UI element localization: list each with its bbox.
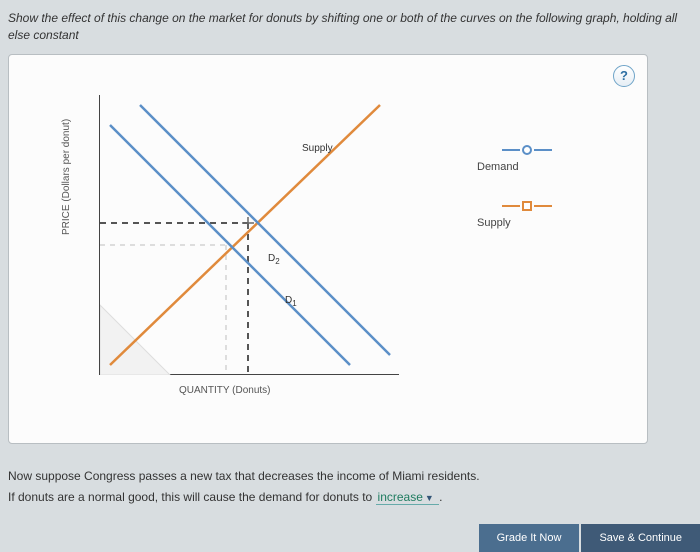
save-button[interactable]: Save & Continue	[581, 524, 700, 552]
chart-area: PRICE (Dollars per donut) Supply D1 D2 Q…	[69, 95, 439, 415]
question-block: Now suppose Congress passes a new tax th…	[8, 466, 692, 509]
help-button[interactable]: ?	[613, 65, 635, 87]
x-axis-label: QUANTITY (Donuts)	[179, 385, 271, 396]
q2-prefix: If donuts are a normal good, this will c…	[8, 490, 376, 504]
legend: Demand Supply	[477, 145, 577, 257]
supply-curve-label: Supply	[302, 143, 333, 154]
q2-line: If donuts are a normal good, this will c…	[8, 487, 692, 509]
grade-button[interactable]: Grade It Now	[479, 524, 580, 552]
graph-panel: ? PRICE (Dollars per donut) Supply D1 D2…	[8, 54, 648, 444]
legend-demand[interactable]: Demand	[477, 145, 577, 173]
prompt-text: Show the effect of this change on the ma…	[8, 10, 692, 44]
d1-label: D1	[285, 295, 297, 308]
legend-supply[interactable]: Supply	[477, 201, 577, 229]
legend-supply-label: Supply	[477, 217, 577, 229]
footer-buttons: Grade It Now Save & Continue	[477, 524, 700, 552]
y-axis-label: PRICE (Dollars per donut)	[61, 118, 72, 234]
chevron-down-icon: ▼	[425, 493, 434, 503]
d2-label: D2	[268, 253, 280, 266]
answer-dropdown[interactable]: increase▼	[376, 490, 440, 505]
plot-region[interactable]: Supply D1 D2	[99, 95, 399, 375]
legend-demand-label: Demand	[477, 161, 577, 173]
q1-text: Now suppose Congress passes a new tax th…	[8, 466, 692, 488]
chart-svg	[100, 95, 400, 375]
